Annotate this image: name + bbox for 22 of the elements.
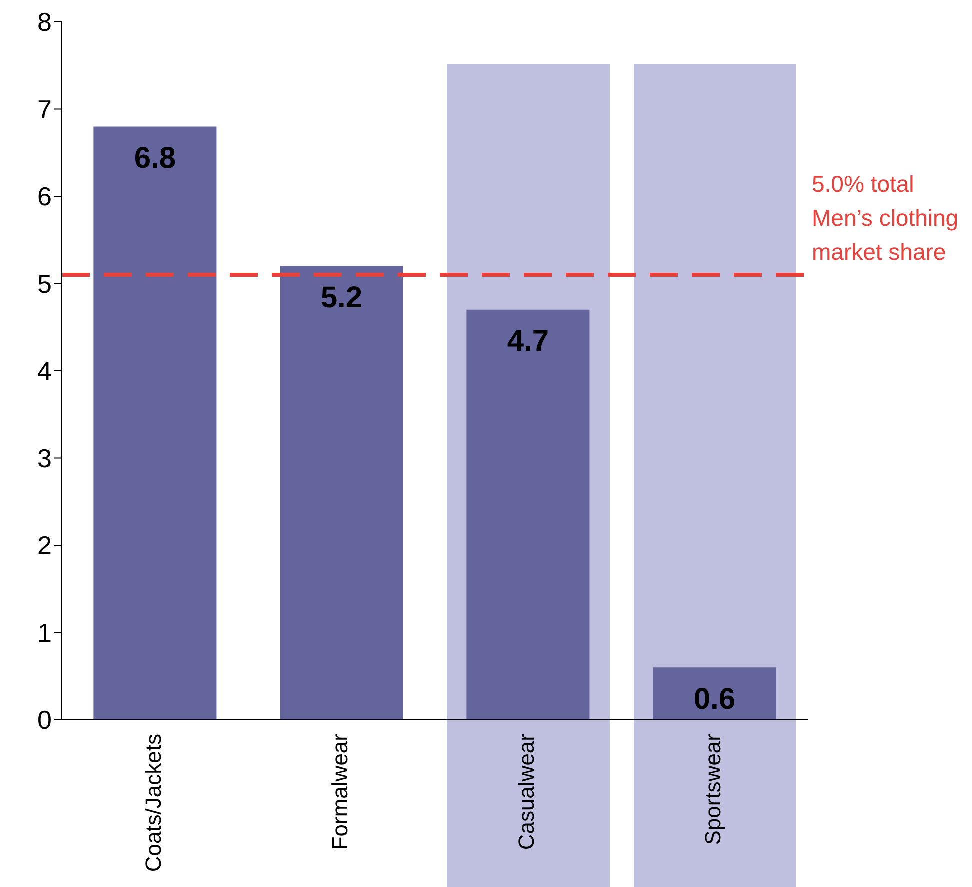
y-tick-label: 8	[38, 7, 52, 38]
y-tick-label: 3	[38, 443, 52, 474]
y-tick-label: 1	[38, 618, 52, 648]
x-tick-label: Casualwear	[514, 734, 540, 850]
y-tick-label: 4	[38, 356, 52, 386]
data-label: 0.6	[694, 682, 736, 716]
bar	[466, 310, 590, 720]
y-tick-label: 7	[38, 94, 52, 124]
ref-line-label: 5.0% total Men’s clothing market share	[812, 170, 960, 268]
y-tick-label: 6	[38, 182, 52, 212]
y-tick-label: 2	[38, 530, 52, 561]
y-tick-label: 5	[38, 268, 52, 299]
bar	[280, 266, 404, 720]
bar	[94, 126, 217, 720]
data-label: 5.2	[320, 282, 363, 315]
x-tick-label: Sportswear	[700, 734, 726, 846]
x-tick-label: Formalwear	[328, 734, 353, 850]
y-tick-label: 0	[38, 705, 52, 736]
x-tick-label: Coats/Jackets	[141, 734, 166, 872]
bar	[653, 668, 776, 720]
data-label: 4.7	[507, 325, 550, 358]
data-label: 6.8	[134, 142, 176, 175]
